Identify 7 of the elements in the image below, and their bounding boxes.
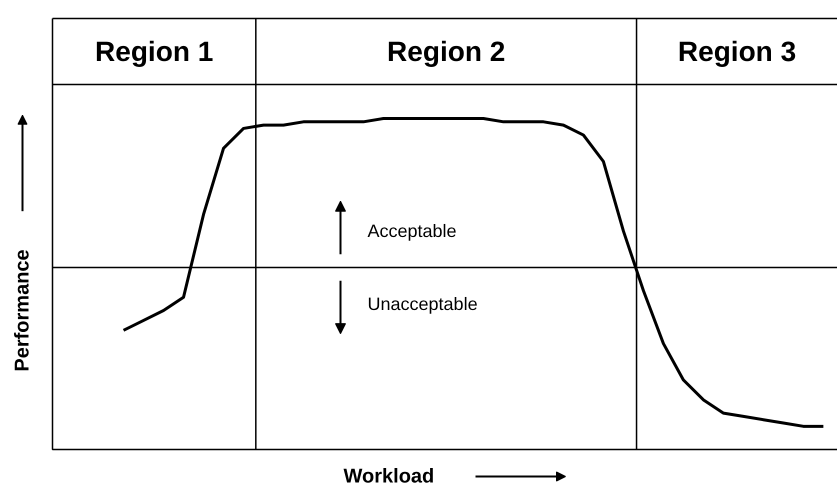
text: Region 1 <box>95 36 214 67</box>
text: Region 2 <box>387 36 506 67</box>
y-axis-title: Performance <box>12 249 34 372</box>
annotation: Acceptable <box>368 221 457 242</box>
x-axis-title: Workload <box>344 466 434 487</box>
annotation: Unacceptable <box>368 294 478 314</box>
text: Region 3 <box>678 36 796 67</box>
